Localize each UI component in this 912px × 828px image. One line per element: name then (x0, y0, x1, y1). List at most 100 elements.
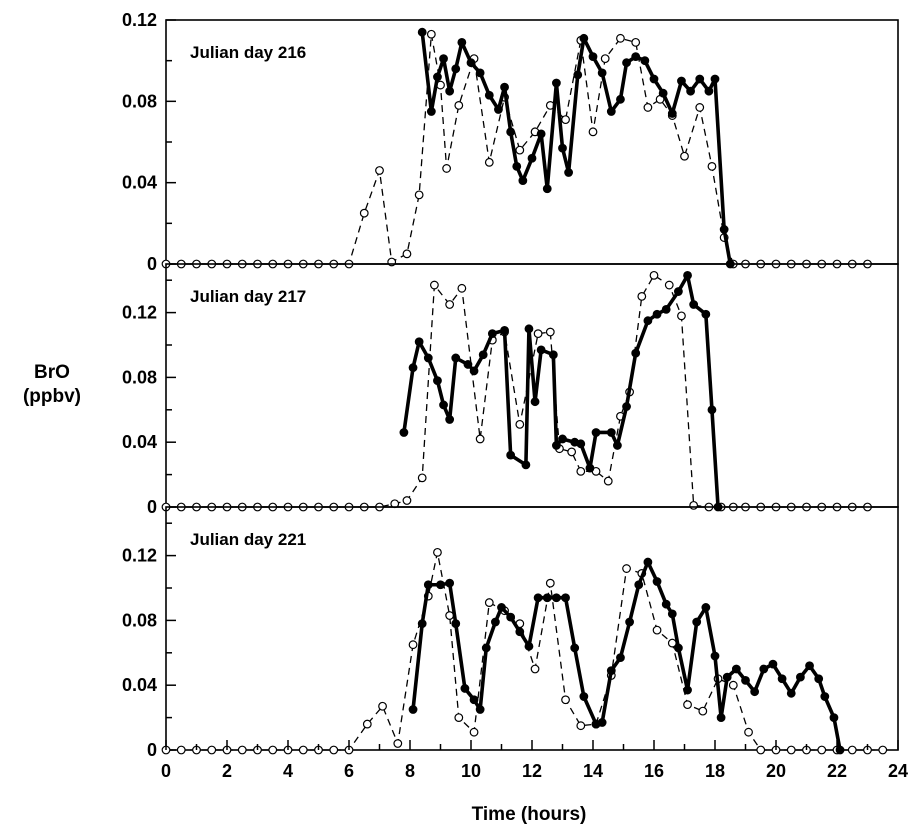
open-data-point (417, 473, 427, 483)
x-tick-label: 18 (705, 761, 725, 781)
open-data-point (402, 249, 412, 259)
filled-data-point (658, 88, 668, 98)
filled-data-point (536, 129, 546, 139)
filled-data-point (524, 324, 534, 334)
filled-data-point (530, 397, 540, 407)
open-data-point (600, 54, 610, 64)
open-data-point (484, 598, 494, 607)
filled-data-point (445, 578, 455, 588)
filled-data-point (631, 348, 641, 358)
y-tick-label: 0 (147, 497, 157, 517)
filled-data-point (677, 76, 686, 86)
open-data-point (362, 719, 372, 729)
open-data-point (689, 500, 699, 510)
open-data-point (744, 727, 753, 737)
filled-data-point (433, 72, 442, 82)
filled-data-point (683, 685, 692, 695)
filled-data-point (716, 713, 726, 722)
y-axis-title-line2: (ppbv) (23, 386, 81, 407)
filled-data-point (667, 609, 677, 619)
open-data-point (515, 145, 525, 155)
open-data-point (878, 745, 888, 755)
open-data-point (631, 37, 641, 47)
filled-data-point (649, 74, 659, 84)
filled-data-point (561, 593, 570, 603)
open-data-point (561, 115, 570, 125)
open-data-point (545, 327, 555, 337)
filled-data-point (500, 82, 509, 92)
open-data-point (616, 33, 625, 43)
x-axis-title: Time (hours) (472, 804, 587, 825)
filled-data-point (674, 643, 683, 653)
open-data-point (567, 447, 577, 457)
filled-data-point (515, 627, 525, 637)
filled-data-point (692, 617, 702, 627)
open-data-point (408, 640, 418, 650)
filled-data-point (704, 86, 714, 96)
open-data-point (530, 664, 540, 674)
open-data-point (680, 151, 689, 161)
open-data-point (683, 700, 692, 710)
open-data-point (393, 739, 403, 748)
filled-data-point (506, 450, 516, 460)
y-tick-label: 0.12 (122, 10, 157, 30)
filled-data-point (661, 304, 671, 314)
filled-data-point (552, 441, 561, 450)
filled-data-point (622, 58, 631, 68)
filled-data-point (683, 270, 692, 280)
filled-data-point (497, 603, 506, 612)
filled-data-point (548, 350, 558, 360)
filled-data-point (777, 674, 787, 684)
filled-data-point (518, 176, 528, 186)
filled-data-point (667, 109, 677, 118)
filled-data-point (731, 664, 741, 674)
open-data-point (515, 419, 525, 429)
filled-data-point (466, 58, 476, 68)
y-tick-label: 0.08 (122, 610, 157, 630)
open-data-point (637, 292, 647, 301)
open-data-point (457, 283, 467, 293)
filled-data-point (484, 90, 494, 100)
filled-data-point (573, 70, 583, 80)
open-data-point (433, 547, 442, 557)
open-data-point (426, 29, 436, 39)
x-tick-label: 2 (222, 761, 232, 781)
filled-data-point (701, 603, 711, 612)
panel-title: Julian day 216 (190, 43, 306, 62)
filled-data-point (533, 593, 543, 603)
filled-data-point (426, 107, 436, 116)
y-tick-label: 0.08 (122, 367, 157, 387)
panel-1: Julian day 216 0 0.04 0.08 0.12 (122, 10, 899, 274)
filled-data-point (436, 580, 445, 590)
open-data-point (445, 300, 455, 309)
filled-data-point (414, 337, 424, 347)
x-tick-label: 0 (161, 761, 171, 781)
filled-data-point (475, 68, 485, 78)
panel-2: Julian day 217 0 0.04 0.08 0.12 (122, 263, 899, 517)
filled-data-point (399, 428, 409, 437)
filled-data-point (695, 74, 705, 84)
filled-data-point (661, 599, 671, 609)
y-tick-label: 0.04 (122, 675, 157, 695)
y-tick-label: 0.12 (122, 546, 157, 566)
filled-data-point (750, 687, 760, 697)
filled-data-point (640, 56, 650, 66)
open-data-point (677, 311, 686, 321)
filled-data-point (597, 718, 607, 727)
dashed-series-line (166, 551, 883, 751)
filled-data-point (512, 161, 522, 171)
filled-data-point (558, 143, 567, 153)
filled-data-point (439, 400, 448, 410)
y-tick-label: 0.04 (122, 173, 157, 193)
open-data-point (576, 466, 586, 476)
x-tick-label: 4 (283, 761, 293, 781)
x-tick-label: 22 (827, 761, 847, 781)
open-data-point (414, 190, 424, 200)
filled-data-point (591, 428, 601, 437)
filled-data-point (829, 713, 839, 722)
y-axis-title-line1: BrO (34, 362, 70, 383)
filled-data-point (613, 441, 622, 450)
filled-data-point (820, 692, 830, 701)
filled-data-point (475, 705, 485, 714)
